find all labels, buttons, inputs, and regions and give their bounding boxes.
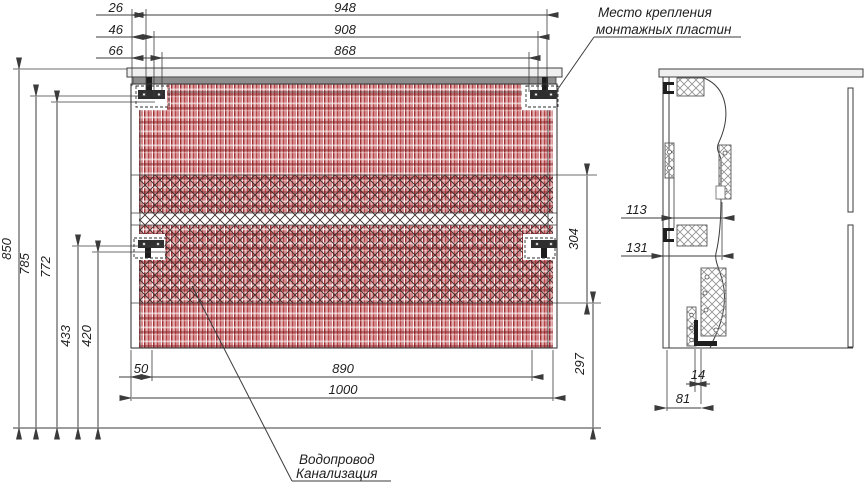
plumbing-leader-line — [191, 285, 293, 482]
dim-14: 14 — [691, 367, 705, 382]
dim-50: 50 — [134, 361, 149, 376]
side-strip-door-lower — [700, 267, 727, 337]
plumbing-note-line2: Канализация — [296, 466, 377, 481]
mounting-plate-top-left — [131, 77, 170, 110]
drawer-gap-hatch — [139, 213, 553, 225]
bottom-bracket-vertical — [694, 320, 698, 346]
mounting-note-line1: Место крепления — [598, 5, 712, 20]
dim-908: 908 — [334, 22, 356, 37]
countertop-edge-band — [132, 76, 557, 85]
dim-433: 433 — [58, 324, 73, 346]
countertop-side — [658, 68, 864, 78]
dim-420: 420 — [79, 324, 94, 346]
dimensions-left: 850 785 772 433 420 — [0, 57, 601, 440]
dimensions-bottom: 50 890 1000 — [119, 350, 566, 402]
dim-66: 66 — [109, 43, 124, 58]
side-plate-top — [676, 77, 705, 97]
door-front-edge-lower — [847, 224, 854, 348]
mounting-plate-mid-left — [131, 234, 167, 260]
annotation-mounting-plates: Место крепления монтажных пластин — [552, 5, 741, 97]
wall-bracket-top — [663, 82, 674, 94]
mounting-note-line2: монтажных пластин — [596, 22, 732, 37]
cross-hatch-band — [139, 175, 553, 303]
dim-1000: 1000 — [329, 382, 359, 397]
dim-26: 26 — [108, 0, 124, 15]
dim-304: 304 — [566, 228, 581, 250]
side-strip-wall-upper — [664, 142, 675, 179]
front-view — [126, 67, 563, 349]
dim-890: 890 — [332, 361, 354, 376]
dim-131: 131 — [626, 240, 648, 255]
dim-113: 113 — [626, 202, 647, 217]
dim-948: 948 — [334, 0, 356, 15]
dimensions-right: 304 297 — [557, 163, 601, 440]
mounting-leader-line — [552, 36, 595, 97]
door-front-edge-upper — [847, 87, 854, 213]
plumbing-note-line1: Водопровод — [299, 452, 375, 467]
back-panel — [662, 76, 670, 349]
dim-297: 297 — [572, 352, 587, 375]
dim-785: 785 — [17, 252, 32, 274]
dim-46: 46 — [109, 22, 124, 37]
annotation-plumbing: Водопровод Канализация — [191, 285, 391, 482]
countertop-front — [126, 67, 563, 78]
mounting-plate-mid-right — [523, 234, 557, 260]
dimensions-top: 26 948 46 908 66 868 — [96, 0, 559, 97]
dim-868: 868 — [334, 43, 356, 58]
dim-850: 850 — [0, 237, 14, 259]
dim-81: 81 — [676, 391, 690, 406]
side-view: 113 131 14 81 — [621, 68, 864, 412]
side-plate-middle — [676, 224, 708, 247]
bottom-bracket-horizontal — [694, 341, 717, 346]
dim-772: 772 — [38, 255, 53, 277]
cabinet-outline — [130, 83, 558, 349]
wall-bracket-middle — [663, 228, 674, 242]
